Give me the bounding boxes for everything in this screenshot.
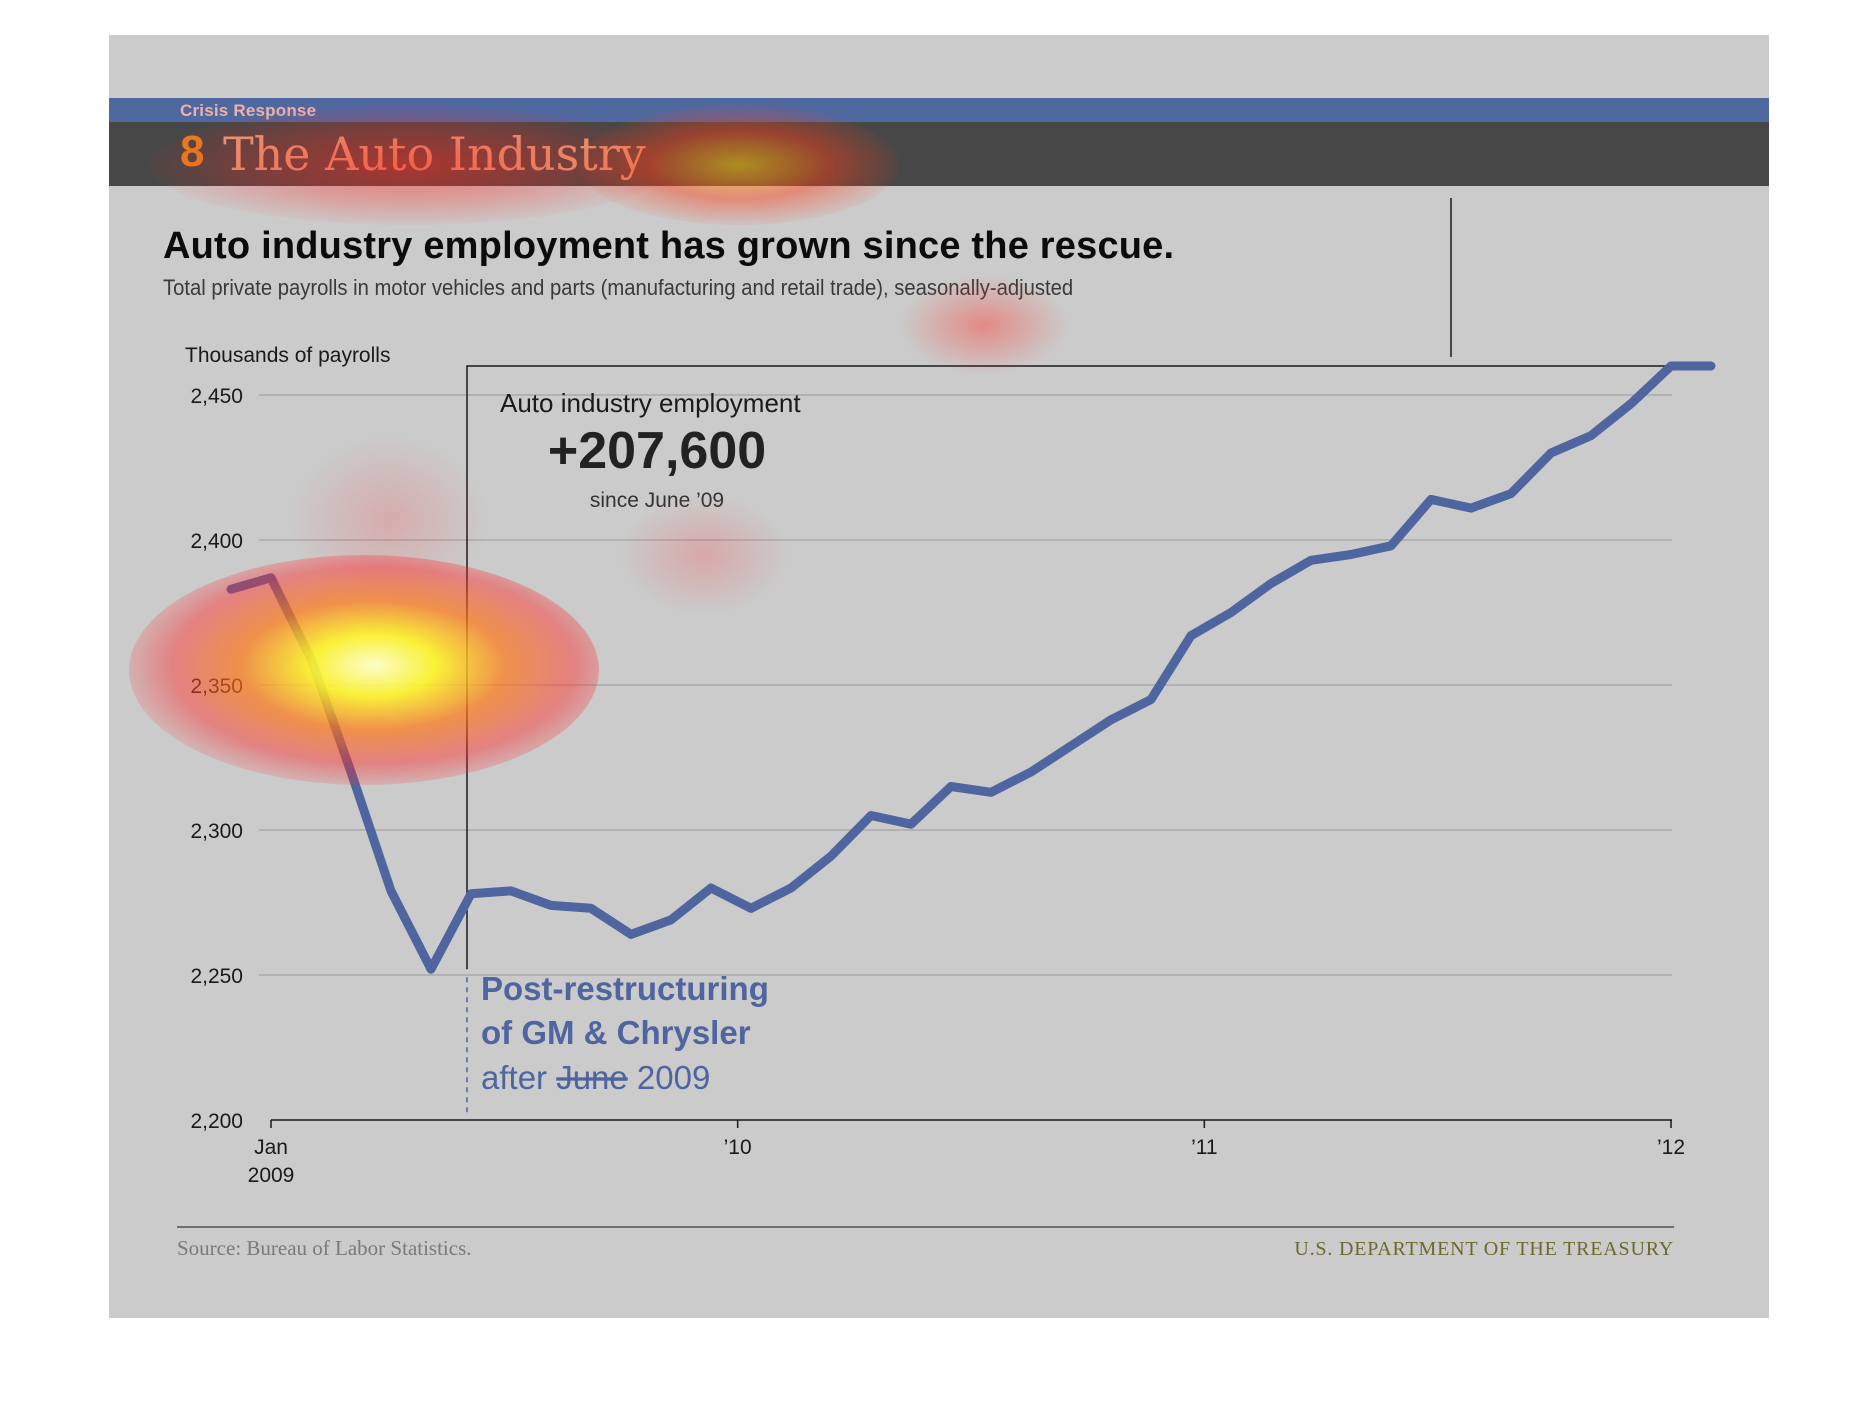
footer-organization: U.S. DEPARTMENT OF THE TREASURY xyxy=(1294,1238,1674,1260)
x-tick-label: 2009 xyxy=(248,1164,295,1187)
y-tick-label: 2,450 xyxy=(190,385,243,408)
y-tick-label: 2,300 xyxy=(190,820,243,843)
x-tick-label: ’11 xyxy=(1191,1136,1217,1159)
annotation-struck: June xyxy=(556,1059,628,1096)
annotation-line-2: of GM & Chrysler xyxy=(481,1014,751,1051)
y-tick-label: 2,350 xyxy=(190,675,243,698)
x-tick-label: ’10 xyxy=(724,1136,752,1159)
y-axis-title: Thousands of payrolls xyxy=(185,344,390,367)
y-tick-label: 2,200 xyxy=(190,1110,243,1133)
footer-rule xyxy=(177,1226,1674,1228)
chart-headline: Auto industry employment has grown since… xyxy=(163,225,1175,267)
y-tick-label: 2,250 xyxy=(190,965,243,988)
x-axis: Jan 2009 ’10 ’11 ’12 xyxy=(248,1119,1685,1187)
source-note: Source: Bureau of Labor Statistics. xyxy=(177,1236,472,1260)
slide: Crisis Response 8 The Auto Industry Auto… xyxy=(109,35,1769,1318)
grid-lines xyxy=(259,394,1672,976)
x-tick-label: Jan xyxy=(254,1136,288,1159)
callout-label: Auto industry employment xyxy=(500,388,801,418)
y-tick-label: 2,400 xyxy=(190,530,243,553)
callout-since: since June ’09 xyxy=(590,489,724,512)
series-line-auto-employment xyxy=(226,361,1716,974)
chart-subhead: Total private payrolls in motor vehicles… xyxy=(163,275,1074,300)
x-tick-label: ’12 xyxy=(1657,1136,1685,1159)
annotation-prefix: after xyxy=(481,1059,556,1096)
annotation-line-1: Post-restructuring xyxy=(481,970,769,1007)
callout-value: +207,600 xyxy=(548,422,766,480)
line-chart: 2,200 2,250 2,300 2,350 2,400 2,450 Thousands… xyxy=(185,198,1716,1187)
annotation-line-3: after June 2009 xyxy=(481,1059,710,1096)
annotation-suffix: 2009 xyxy=(628,1059,711,1096)
y-axis-ticks: 2,200 2,250 2,300 2,350 2,400 2,450 xyxy=(190,385,243,1133)
